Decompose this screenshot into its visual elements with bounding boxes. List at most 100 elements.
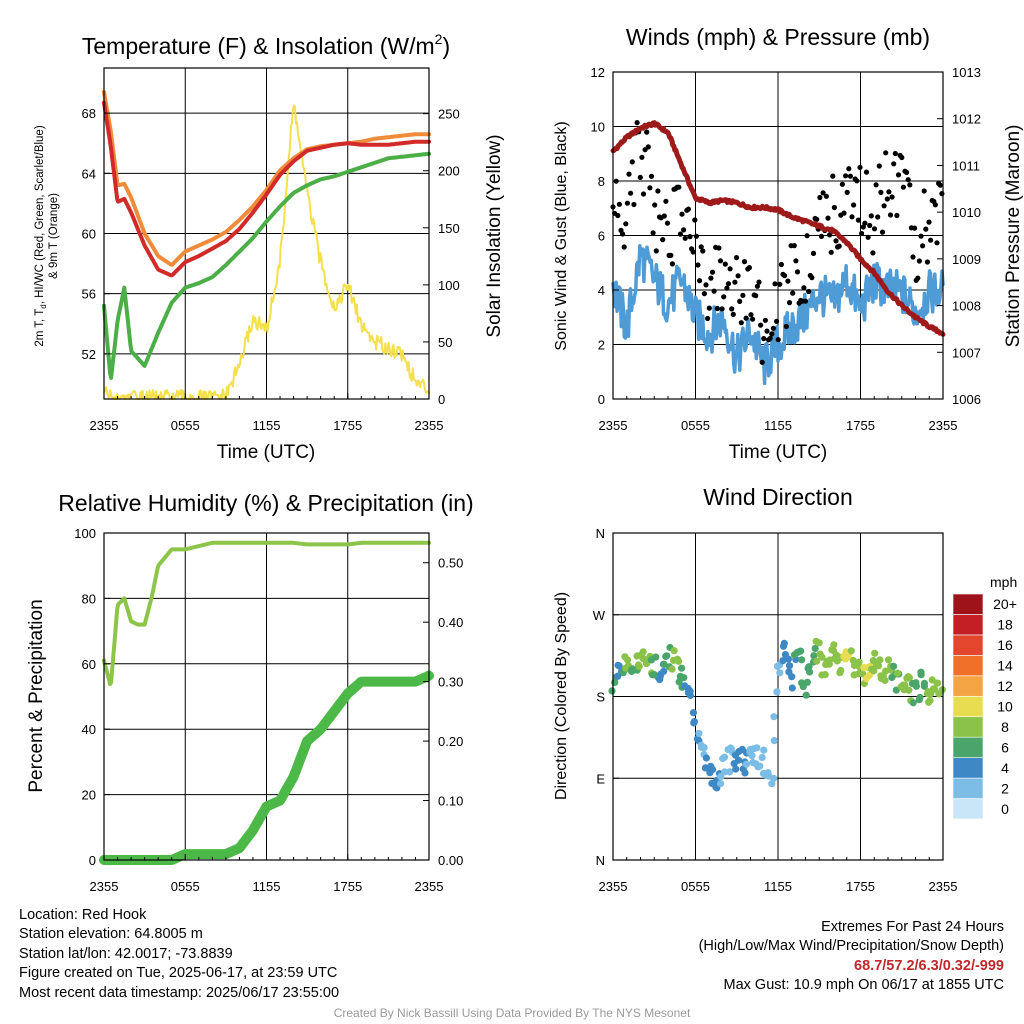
gust-point xyxy=(710,270,715,275)
gust-point xyxy=(885,196,890,201)
gust-point xyxy=(646,144,651,149)
gust-point xyxy=(777,282,782,287)
station-latlon: Station lat/lon: 42.0017; -73.8839 xyxy=(19,945,339,964)
colorbar-swatch xyxy=(953,696,983,716)
gust-point xyxy=(805,233,810,238)
gust-point xyxy=(660,237,665,242)
direction-point xyxy=(804,679,811,686)
extremes-info: Extremes For Past 24 Hours (High/Low/Max… xyxy=(699,918,1004,996)
y-tick-label: S xyxy=(596,690,605,705)
gust-point xyxy=(750,317,755,322)
gust-point xyxy=(901,185,906,190)
gust-point xyxy=(793,258,798,263)
gust-point xyxy=(906,177,911,182)
gust-point xyxy=(654,248,659,253)
gust-point xyxy=(926,220,931,225)
direction-point xyxy=(756,763,763,770)
winds-panel: Winds (mph) & Pressure (mb) 235505551155… xyxy=(553,24,1024,463)
y-tick-label: 10 xyxy=(591,120,605,135)
station-location: Location: Red Hook xyxy=(19,906,339,925)
y-tick-label: 1009 xyxy=(952,252,981,267)
gust-point xyxy=(625,201,630,206)
gust-point xyxy=(840,182,845,187)
gust-point xyxy=(715,306,720,311)
gust-point xyxy=(864,170,869,175)
direction-point xyxy=(709,766,716,773)
gust-point xyxy=(846,166,851,171)
colorbar-title: mph xyxy=(990,574,1017,590)
gust-point xyxy=(628,191,633,196)
direction-point xyxy=(917,669,924,676)
direction-point xyxy=(788,673,795,680)
gust-point xyxy=(830,174,835,179)
colorbar-swatch xyxy=(953,737,983,757)
credit-line: Created By Nick Bassill Using Data Provi… xyxy=(0,1006,1024,1020)
gust-point xyxy=(631,202,636,207)
extremes-description: (High/Low/Max Wind/Precipitation/Snow De… xyxy=(699,937,1004,956)
y-tick-label: 1006 xyxy=(952,392,981,407)
gust-point xyxy=(695,262,700,267)
direction-point xyxy=(798,656,805,663)
direction-point xyxy=(885,656,892,663)
gust-point xyxy=(849,214,854,219)
colorbar-label: 12 xyxy=(997,678,1013,694)
humidity-ylabel-left: Percent & Precipitation xyxy=(26,599,47,792)
extremes-title: Extremes For Past 24 Hours xyxy=(699,918,1004,937)
gust-point xyxy=(875,214,880,219)
gust-point xyxy=(665,221,670,226)
winds-series xyxy=(610,120,944,383)
y-tick-label: 52 xyxy=(82,347,96,362)
gust-point xyxy=(705,316,710,321)
gust-point xyxy=(729,306,734,311)
gust-point xyxy=(692,217,697,222)
x-tick-label: 2355 xyxy=(415,879,444,894)
winds-xlabel: Time (UTC) xyxy=(729,442,828,463)
direction-point xyxy=(703,754,710,761)
gust-point xyxy=(622,244,627,249)
x-tick-label: 1155 xyxy=(253,879,281,894)
direction-point xyxy=(663,652,670,659)
figure-created: Figure created on Tue, 2025-06-17, at 23… xyxy=(19,964,339,983)
station-elevation: Station elevation: 64.8005 m xyxy=(19,925,339,944)
y-tick-label: E xyxy=(596,771,605,786)
gust-point xyxy=(681,227,686,232)
x-tick-label: 2355 xyxy=(90,418,119,433)
direction-point xyxy=(680,674,687,681)
gust-point xyxy=(939,191,944,196)
wind-direction-title: Wind Direction xyxy=(703,484,853,510)
direction-point xyxy=(675,658,682,665)
y-tick-label: W xyxy=(593,608,606,623)
direction-point xyxy=(753,744,760,751)
gust-point xyxy=(615,213,620,218)
gust-point xyxy=(874,182,879,187)
direction-point xyxy=(760,747,767,754)
x-tick-label: 0555 xyxy=(171,879,200,894)
gust-point xyxy=(655,188,660,193)
gust-point xyxy=(806,289,811,294)
x-tick-label: 1755 xyxy=(333,418,362,433)
gust-point xyxy=(819,234,824,239)
gust-point xyxy=(888,212,893,217)
colorbar-swatch xyxy=(953,635,983,655)
direction-point xyxy=(691,718,698,725)
gust-point xyxy=(708,276,713,281)
gust-point xyxy=(878,190,883,195)
gust-point xyxy=(779,262,784,267)
gust-point xyxy=(877,163,882,168)
direction-point xyxy=(678,665,685,672)
direction-point xyxy=(927,697,934,704)
station-info: Location: Red Hook Station elevation: 64… xyxy=(19,906,339,1003)
y-tick-label: 56 xyxy=(82,287,96,302)
gust-point xyxy=(652,202,657,207)
y-tick-label: 8 xyxy=(598,174,605,189)
direction-point xyxy=(771,737,778,744)
gust-point xyxy=(904,170,909,175)
gust-point xyxy=(910,254,915,259)
gust-point xyxy=(918,234,923,239)
gust-point xyxy=(891,161,896,166)
gust-point xyxy=(923,227,928,232)
gust-point xyxy=(771,326,776,331)
gust-point xyxy=(774,319,779,324)
x-tick-label: 1155 xyxy=(253,418,281,433)
direction-point xyxy=(781,640,788,647)
